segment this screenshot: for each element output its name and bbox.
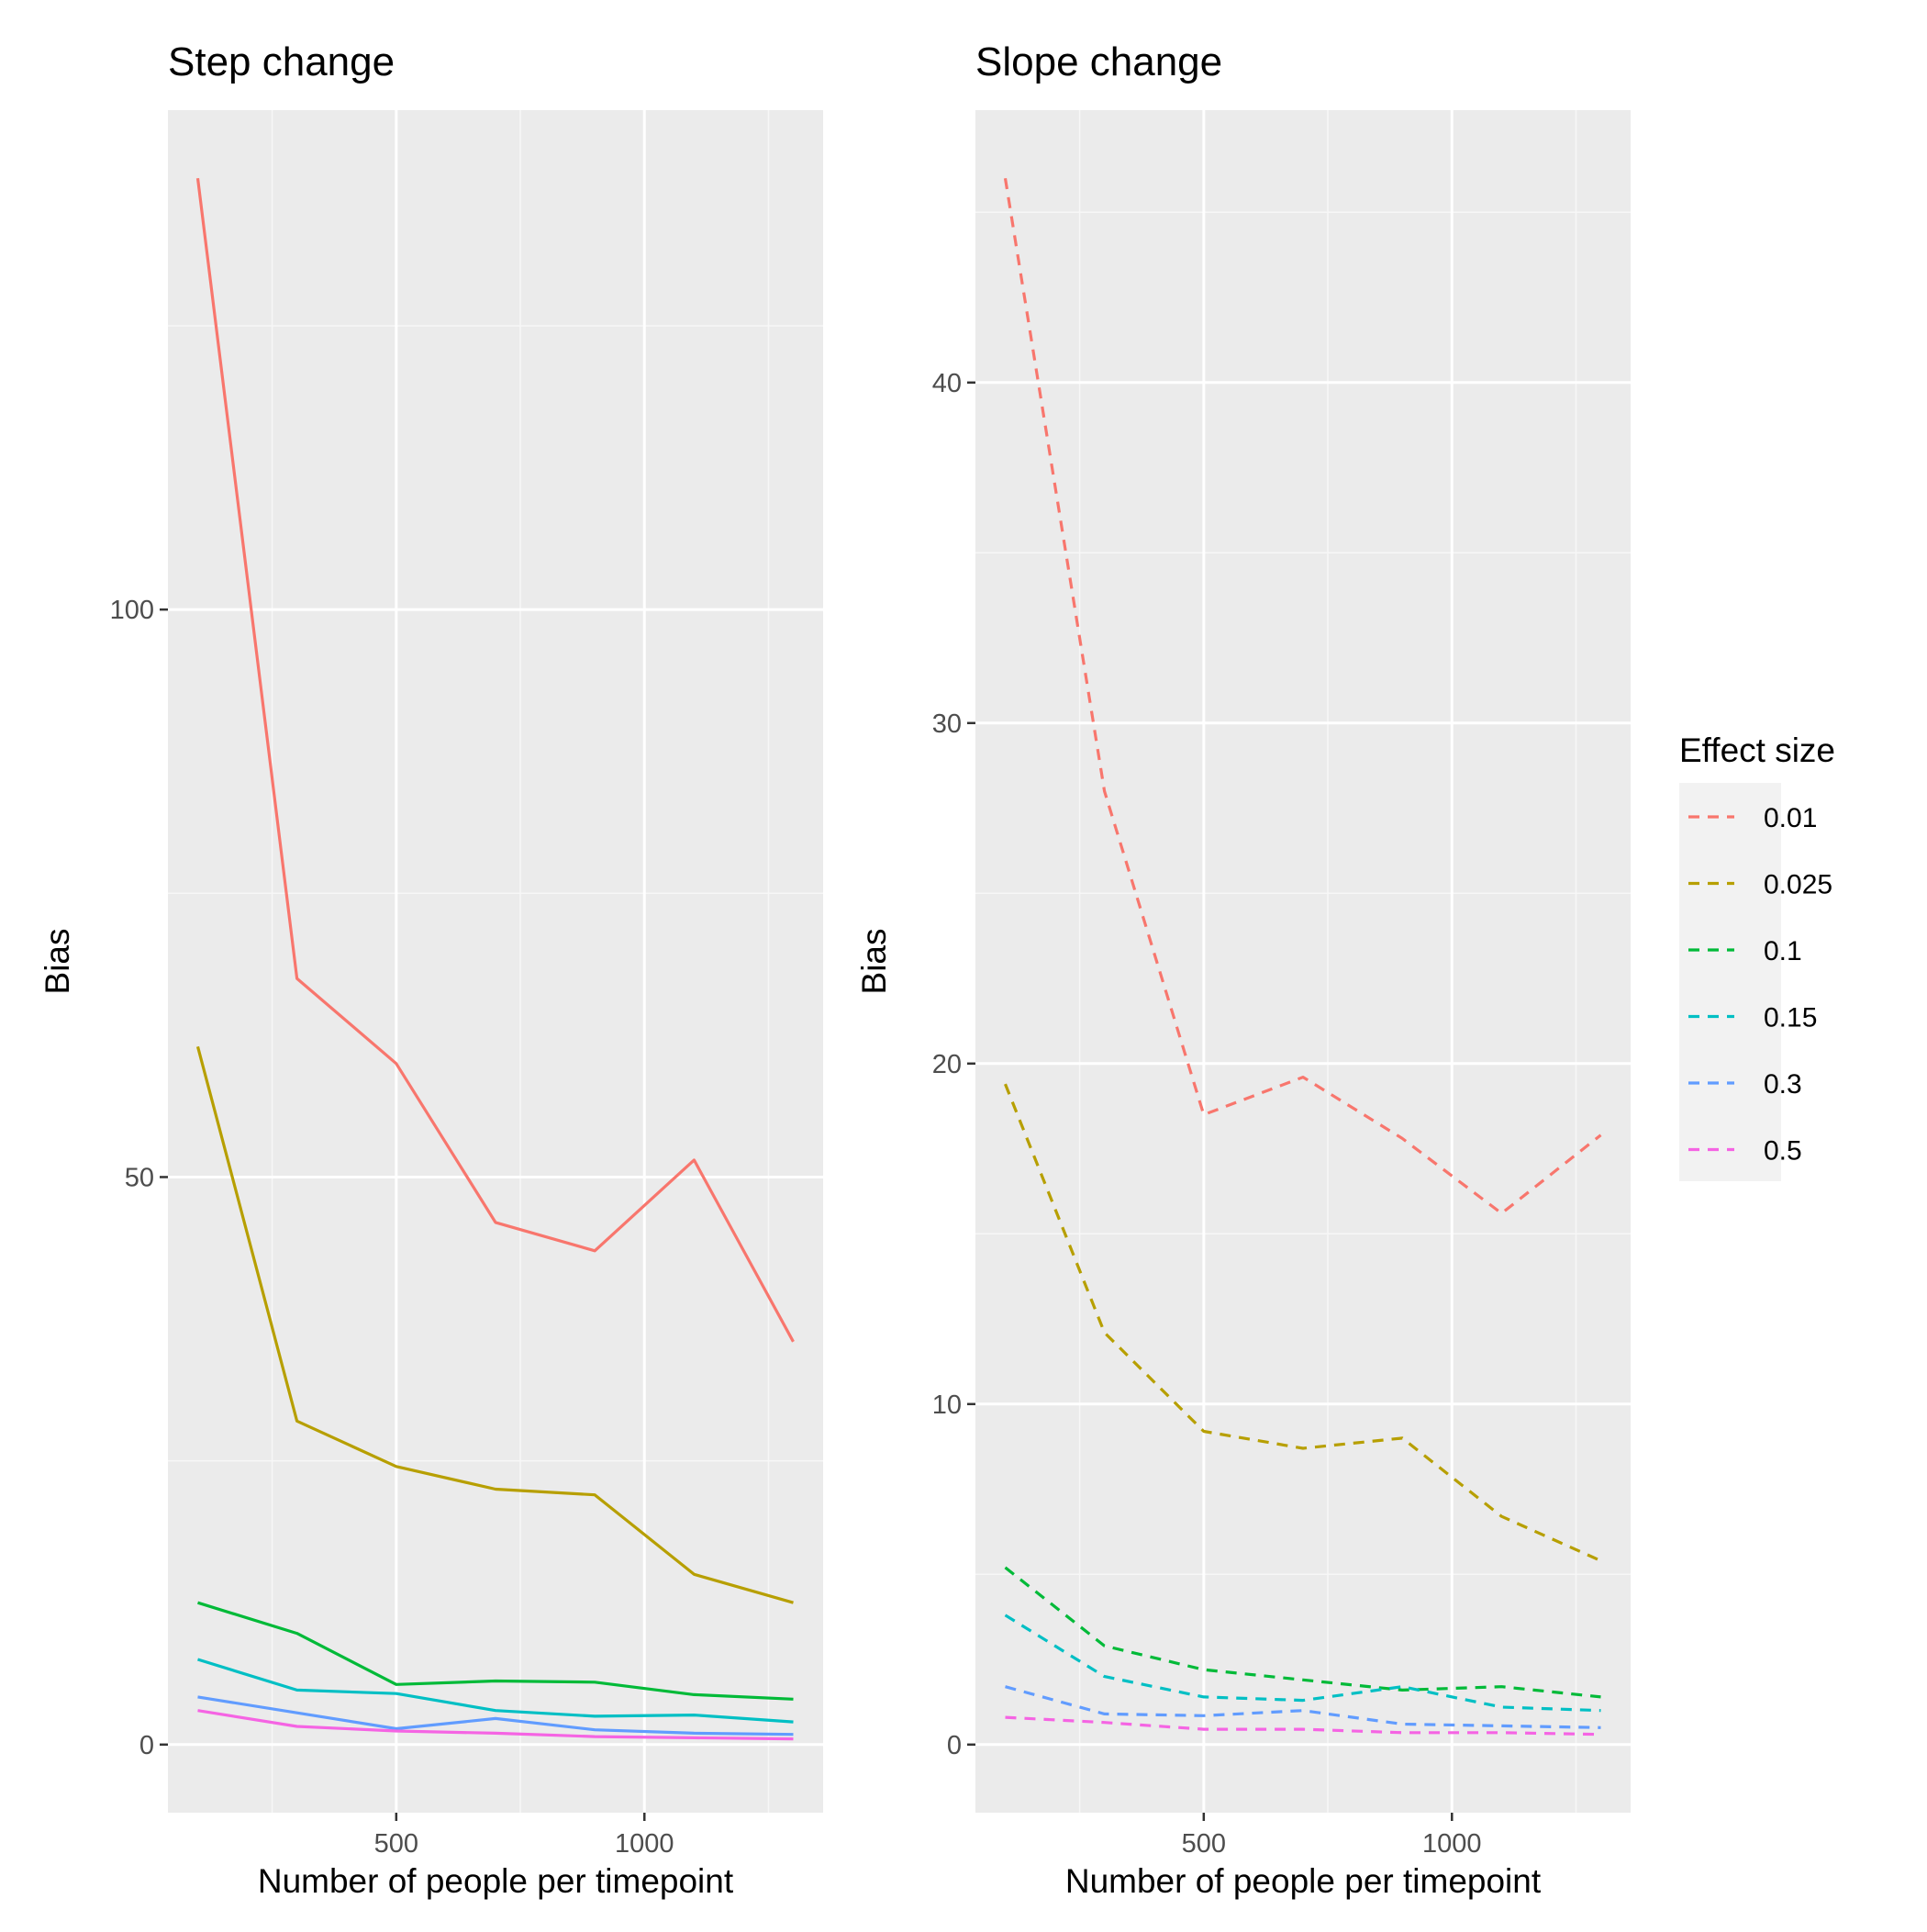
panel-1-series-line-0.1 [197,1601,794,1701]
panel-2-series-line-0.15 [1004,1614,1601,1713]
panel-1-series-line-0.3 [197,1695,794,1737]
panel-2-y-tick-label-40: 40 [932,369,962,398]
legend-label-0.5: 0.5 [1764,1136,1802,1167]
panel-1-y-axis-label: Bias [39,929,76,995]
panel-2-x-axis-label: Number of people per timepoint [1065,1862,1542,1900]
panel-2-y-tick-label-10: 10 [932,1390,962,1420]
panel-1-y-tick-label-100: 100 [110,596,154,625]
panel-2-series-line-0.1 [1004,1566,1601,1699]
legend-title: Effect size [1679,731,1835,769]
panel-2-series-line-0.5 [1005,1715,1601,1737]
panel-1-x-tick-label-500: 500 [374,1829,418,1859]
panel-2-title: Slope change [975,39,1222,84]
panel-2-series-line-0.025 [1004,1083,1602,1562]
legend-key-background [1679,783,1781,1181]
panel-2-y-axis-label: Bias [855,929,893,995]
panel-1-series-line-0.025 [195,1045,794,1604]
legend-label-0.15: 0.15 [1764,1003,1817,1033]
panel-1-y-tick-label-50: 50 [125,1163,154,1192]
panel-2-y-tick-label-20: 20 [932,1050,962,1079]
panel-1-series-line-0.5 [197,1709,794,1741]
panel-2-y-tick-label-30: 30 [932,709,962,739]
panel-2-series-line-0.3 [1005,1685,1601,1729]
panel-1-series-line-0.15 [197,1658,794,1724]
panel-1-y-tick-label-0: 0 [139,1731,154,1760]
legend-label-0.025: 0.025 [1764,870,1832,900]
legend-label-0.3: 0.3 [1764,1069,1802,1100]
panel-2-x-tick-label-500: 500 [1182,1829,1226,1859]
panel-1-x-tick-label-1000: 1000 [615,1829,674,1859]
panel-2-x-tick-label-1000: 1000 [1422,1829,1482,1859]
legend-label-0.1: 0.1 [1764,936,1802,966]
panel-2-y-tick-label-0: 0 [947,1731,962,1760]
panel-1-series-line-0.01 [195,178,795,1343]
panel-1-x-axis-label: Number of people per timepoint [258,1862,734,1900]
panel-1-title: Step change [168,39,395,84]
panel-1-background [168,110,823,1813]
panel-2-series-line-0.01 [1003,177,1602,1215]
panel-2-background [975,110,1631,1813]
legend-label-0.01: 0.01 [1764,803,1817,833]
